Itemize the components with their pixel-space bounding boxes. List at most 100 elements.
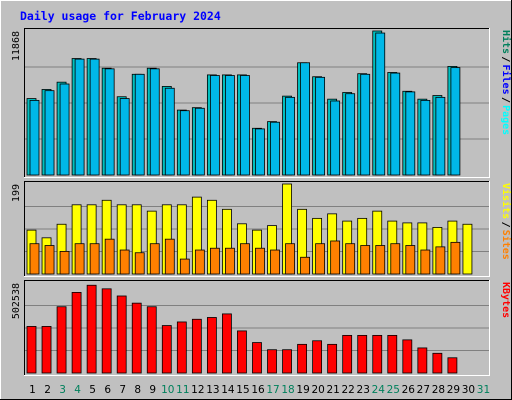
x-tick-label-day-18: 18 <box>281 384 294 396</box>
bar-kbytes-day-17 <box>267 349 277 374</box>
bar-sites-day-3 <box>59 250 70 275</box>
bar-sites-day-4 <box>74 243 85 275</box>
legend-kbytes: KBytes <box>500 282 511 318</box>
bar-kbytes-day-29 <box>447 357 458 374</box>
bar-visits-day-30 <box>462 223 473 275</box>
bar-sites-day-5 <box>89 243 100 275</box>
x-tick-label-day-14: 14 <box>221 384 235 396</box>
x-tick-label-day-24: 24 <box>372 384 386 396</box>
bar-files-day-22 <box>345 93 356 176</box>
bar-sites-day-28 <box>435 246 446 275</box>
bar-kbytes-day-28 <box>432 352 443 374</box>
bar-sites-day-25 <box>390 243 401 275</box>
x-tick-label-day-20: 20 <box>311 384 324 396</box>
x-tick-label-day-6: 6 <box>104 384 111 396</box>
bar-files-day-24 <box>375 32 386 176</box>
bar-sites-day-15 <box>240 243 250 275</box>
x-tick-label-day-28: 28 <box>432 384 445 396</box>
bar-sites-day-27 <box>420 249 431 275</box>
bar-kbytes-day-14 <box>222 313 232 374</box>
bar-kbytes-day-11 <box>176 321 187 374</box>
x-tick-label-day-5: 5 <box>89 384 96 396</box>
legend-separator: / <box>500 222 511 228</box>
x-tick-label-day-16: 16 <box>251 384 265 396</box>
x-tick-label-day-30: 30 <box>462 384 475 396</box>
bar-sites-day-7 <box>119 249 130 275</box>
bar-kbytes-day-23 <box>357 334 368 374</box>
legend-hits: Hits <box>500 30 512 54</box>
bar-sites-day-12 <box>194 249 205 275</box>
bar-kbytes-day-9 <box>146 306 157 374</box>
x-tick-label-day-22: 22 <box>342 384 355 396</box>
y-max-label: 11868 <box>11 31 22 61</box>
bar-sites-day-1 <box>29 243 40 275</box>
bar-sites-day-13 <box>209 247 220 275</box>
bar-kbytes-day-3 <box>56 306 67 374</box>
x-tick-label-day-17: 17 <box>266 384 279 396</box>
bar-files-day-26 <box>405 91 416 176</box>
x-tick-label-day-13: 13 <box>206 384 219 396</box>
x-tick-label-day-25: 25 <box>387 384 400 396</box>
bar-kbytes-day-10 <box>161 325 172 374</box>
bar-files-day-4 <box>74 58 85 176</box>
x-tick-label-day-3: 3 <box>59 384 66 396</box>
x-tick-label-day-11: 11 <box>176 384 189 396</box>
legend-separator: / <box>500 97 511 103</box>
bar-sites-day-2 <box>44 245 55 275</box>
bar-kbytes-day-21 <box>327 343 338 374</box>
bar-kbytes-day-15 <box>237 330 247 374</box>
bar-files-day-14 <box>225 75 235 176</box>
bar-files-day-6 <box>104 68 115 176</box>
bar-files-day-21 <box>330 100 341 176</box>
bar-sites-day-16 <box>255 247 265 275</box>
bar-kbytes-day-1 <box>26 326 37 374</box>
bar-sites-day-6 <box>104 238 115 275</box>
bar-files-day-5 <box>89 58 100 176</box>
x-tick-label-day-27: 27 <box>417 384 430 396</box>
bar-kbytes-day-13 <box>206 317 217 374</box>
bar-sites-day-9 <box>149 243 160 275</box>
bar-files-day-17 <box>270 121 280 176</box>
legend-separator: / <box>500 56 511 62</box>
x-tick-label-day-1: 1 <box>29 384 36 396</box>
bar-files-day-3 <box>59 83 70 176</box>
x-tick-label-day-21: 21 <box>326 384 339 396</box>
bar-sites-day-22 <box>345 243 356 275</box>
bar-files-day-23 <box>360 73 371 176</box>
bar-files-day-20 <box>315 76 326 176</box>
bar-sites-day-20 <box>315 243 326 275</box>
bar-sites-day-24 <box>375 245 386 275</box>
bar-files-day-19 <box>300 62 310 176</box>
bar-kbytes-day-5 <box>86 284 97 374</box>
bar-kbytes-day-22 <box>342 334 353 374</box>
x-tick-label-day-8: 8 <box>134 384 141 396</box>
x-tick-label-day-29: 29 <box>447 384 460 396</box>
bar-sites-day-19 <box>300 256 310 275</box>
bar-files-day-28 <box>435 96 446 176</box>
bar-kbytes-day-7 <box>116 295 127 374</box>
y-max-label: 502538 <box>11 283 22 319</box>
bar-kbytes-day-19 <box>297 343 307 374</box>
legend-pages: Pages <box>500 105 511 135</box>
bar-files-day-25 <box>390 72 401 176</box>
bar-kbytes-day-26 <box>402 339 413 374</box>
bar-sites-day-23 <box>360 245 371 275</box>
bar-sites-day-17 <box>270 249 280 275</box>
x-tick-label-day-15: 15 <box>236 384 249 396</box>
x-tick-label-day-26: 26 <box>402 384 416 396</box>
x-tick-label-day-2: 2 <box>44 384 51 396</box>
bar-files-day-12 <box>194 107 205 176</box>
x-tick-label-day-9: 9 <box>149 384 156 396</box>
x-tick-label-day-4: 4 <box>74 384 81 396</box>
bar-sites-day-14 <box>225 247 235 275</box>
bar-sites-day-11 <box>179 258 190 275</box>
x-tick-label-day-23: 23 <box>357 384 370 396</box>
bar-sites-day-26 <box>405 245 416 275</box>
bar-files-day-11 <box>179 110 190 176</box>
bar-files-day-10 <box>164 87 175 176</box>
bar-files-day-2 <box>44 90 55 176</box>
bar-files-day-9 <box>149 68 160 176</box>
